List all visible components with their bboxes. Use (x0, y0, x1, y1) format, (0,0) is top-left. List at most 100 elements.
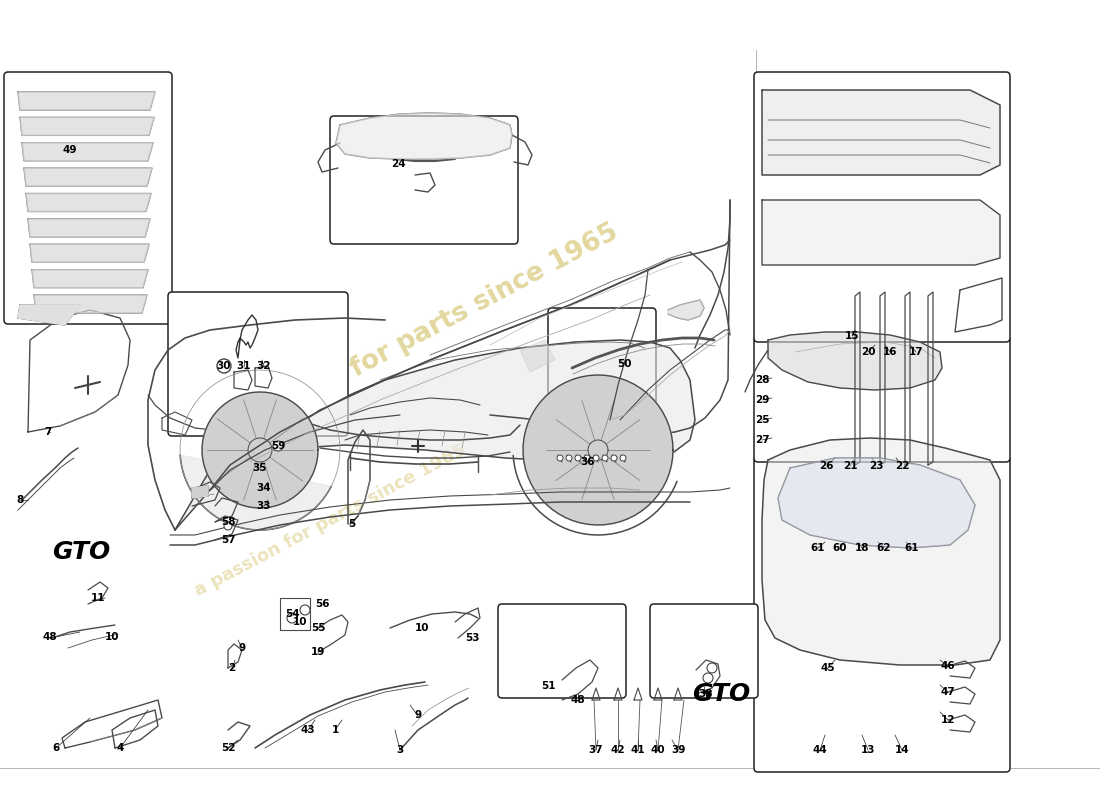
Text: 40: 40 (651, 745, 666, 755)
Circle shape (703, 673, 713, 683)
Text: 41: 41 (630, 745, 646, 755)
Text: 37: 37 (588, 745, 603, 755)
Text: 20: 20 (860, 347, 876, 357)
Polygon shape (762, 90, 1000, 175)
Circle shape (610, 455, 617, 461)
Circle shape (566, 455, 572, 461)
Text: 48: 48 (571, 695, 585, 705)
Text: 56: 56 (315, 599, 329, 609)
Text: 42: 42 (610, 745, 625, 755)
Text: 1: 1 (331, 725, 339, 735)
Text: 46: 46 (940, 661, 955, 671)
Polygon shape (26, 194, 151, 211)
Polygon shape (18, 305, 80, 325)
Circle shape (584, 455, 590, 461)
Text: 17: 17 (909, 347, 923, 357)
Text: GTO: GTO (692, 682, 750, 706)
Text: 13: 13 (860, 745, 876, 755)
Circle shape (707, 663, 717, 673)
Text: 49: 49 (63, 145, 77, 155)
FancyBboxPatch shape (168, 292, 348, 436)
Text: 5: 5 (349, 519, 355, 529)
Text: 47: 47 (940, 687, 956, 697)
Text: 3: 3 (396, 745, 404, 755)
Circle shape (273, 441, 283, 451)
Text: 6: 6 (53, 743, 59, 753)
Text: 21: 21 (843, 461, 857, 471)
Text: 58: 58 (221, 517, 235, 527)
Text: 48: 48 (43, 632, 57, 642)
Text: 53: 53 (464, 633, 480, 643)
Polygon shape (180, 455, 331, 530)
Text: 45: 45 (821, 663, 835, 673)
Circle shape (300, 605, 310, 615)
Text: 35: 35 (253, 463, 267, 473)
Text: 57: 57 (221, 535, 235, 545)
Polygon shape (30, 244, 148, 262)
Circle shape (620, 455, 626, 461)
Text: 10: 10 (293, 617, 307, 627)
FancyBboxPatch shape (4, 72, 172, 324)
Circle shape (557, 455, 563, 461)
Text: a passion for parts since 1965: a passion for parts since 1965 (191, 441, 469, 599)
Text: 24: 24 (390, 159, 405, 169)
FancyBboxPatch shape (548, 308, 656, 442)
Text: 43: 43 (300, 725, 316, 735)
Polygon shape (34, 295, 147, 313)
Text: 18: 18 (855, 543, 869, 553)
Text: 59: 59 (271, 441, 285, 451)
Text: 15: 15 (845, 331, 859, 341)
FancyBboxPatch shape (754, 456, 1010, 772)
Text: 62: 62 (877, 543, 891, 553)
FancyBboxPatch shape (650, 604, 758, 698)
Text: 52: 52 (221, 743, 235, 753)
Text: 23: 23 (869, 461, 883, 471)
Text: 16: 16 (882, 347, 898, 357)
Circle shape (287, 613, 297, 623)
Text: 8: 8 (16, 495, 23, 505)
Text: 11: 11 (90, 593, 106, 603)
Text: 32: 32 (256, 361, 272, 371)
Text: 50: 50 (617, 359, 631, 369)
Polygon shape (336, 113, 512, 159)
Polygon shape (20, 118, 154, 135)
Polygon shape (24, 168, 152, 186)
Text: a passion for parts since 1965: a passion for parts since 1965 (213, 219, 623, 453)
Text: 27: 27 (755, 435, 769, 445)
Circle shape (575, 455, 581, 461)
Text: 9: 9 (239, 643, 245, 653)
Polygon shape (762, 438, 1000, 665)
Text: 51: 51 (541, 681, 556, 691)
Polygon shape (202, 392, 318, 508)
Text: 34: 34 (256, 483, 272, 493)
Polygon shape (32, 270, 148, 288)
Text: 60: 60 (833, 543, 847, 553)
Text: 12: 12 (940, 715, 955, 725)
Text: GTO: GTO (52, 540, 110, 564)
Polygon shape (668, 300, 704, 320)
Text: 2: 2 (229, 663, 235, 673)
Polygon shape (22, 142, 153, 161)
Text: 4: 4 (117, 743, 123, 753)
Polygon shape (192, 486, 208, 498)
Text: 25: 25 (755, 415, 769, 425)
Text: 61: 61 (811, 543, 825, 553)
Circle shape (602, 455, 608, 461)
Text: 31: 31 (236, 361, 251, 371)
Text: 55: 55 (310, 623, 326, 633)
Text: 7: 7 (44, 427, 52, 437)
Text: 44: 44 (813, 745, 827, 755)
Polygon shape (175, 340, 695, 530)
Text: 36: 36 (581, 457, 595, 467)
Polygon shape (18, 92, 155, 110)
Polygon shape (768, 332, 942, 390)
FancyBboxPatch shape (498, 604, 626, 698)
Circle shape (217, 359, 231, 373)
Polygon shape (524, 375, 673, 525)
Text: 14: 14 (894, 745, 910, 755)
Text: 9: 9 (415, 710, 421, 720)
Text: 54: 54 (285, 609, 299, 619)
Text: 38: 38 (698, 689, 713, 699)
Text: 39: 39 (671, 745, 685, 755)
Text: 19: 19 (311, 647, 326, 657)
